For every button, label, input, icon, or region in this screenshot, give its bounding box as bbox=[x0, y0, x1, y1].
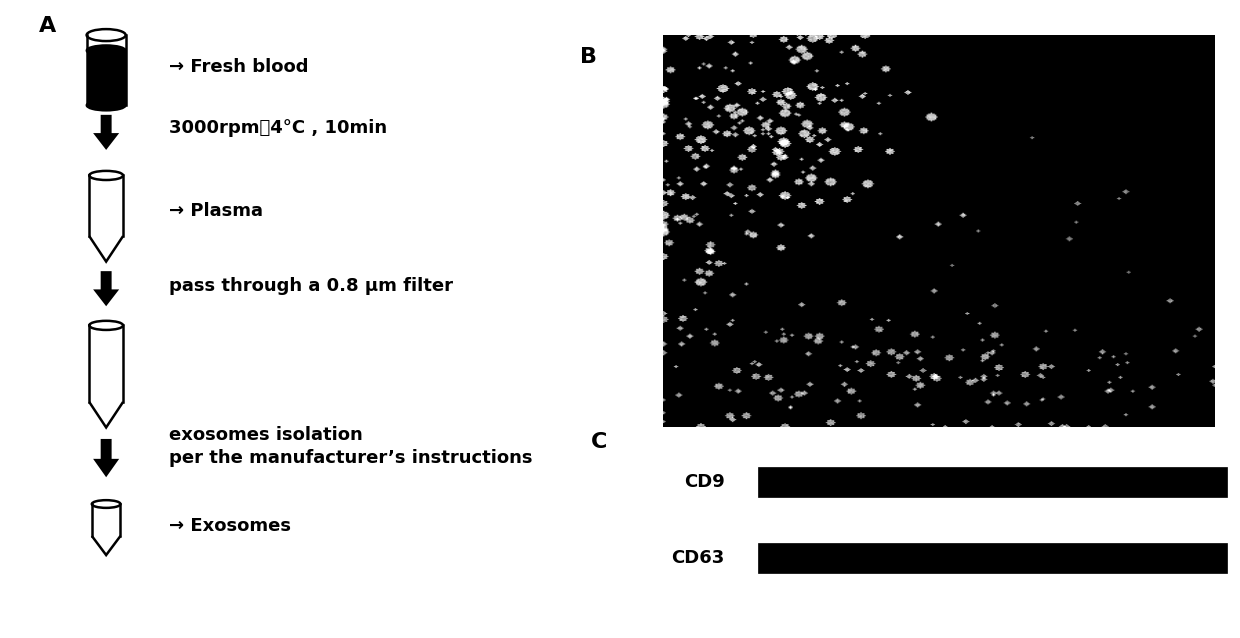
Text: 3000rpm，4°C , 10min: 3000rpm，4°C , 10min bbox=[169, 119, 387, 137]
Bar bbox=[89, 325, 123, 402]
Bar bbox=[89, 175, 123, 236]
Bar bbox=[92, 504, 120, 536]
Text: A: A bbox=[38, 16, 56, 36]
Bar bbox=[87, 35, 125, 50]
Text: per the manufacturer’s instructions: per the manufacturer’s instructions bbox=[169, 449, 532, 466]
Text: B: B bbox=[580, 47, 598, 68]
Ellipse shape bbox=[92, 500, 120, 508]
Text: CD9: CD9 bbox=[683, 473, 724, 491]
Bar bbox=[758, 468, 1226, 497]
Bar bbox=[87, 35, 125, 105]
Polygon shape bbox=[93, 271, 119, 306]
Polygon shape bbox=[93, 439, 119, 477]
Ellipse shape bbox=[89, 398, 123, 406]
Text: → Fresh blood: → Fresh blood bbox=[169, 58, 309, 76]
Bar bbox=[758, 543, 1226, 573]
Text: → Plasma: → Plasma bbox=[169, 202, 263, 219]
Text: pass through a 0.8 μm filter: pass through a 0.8 μm filter bbox=[169, 277, 453, 295]
Text: C: C bbox=[590, 432, 606, 452]
Ellipse shape bbox=[89, 321, 123, 330]
Text: CD63: CD63 bbox=[671, 549, 724, 567]
Text: exosomes isolation: exosomes isolation bbox=[169, 426, 362, 444]
Ellipse shape bbox=[87, 100, 125, 110]
Text: → Exosomes: → Exosomes bbox=[169, 517, 290, 535]
Polygon shape bbox=[93, 115, 119, 150]
Ellipse shape bbox=[87, 45, 125, 56]
Ellipse shape bbox=[89, 171, 123, 180]
Ellipse shape bbox=[89, 232, 123, 240]
Ellipse shape bbox=[87, 29, 125, 41]
